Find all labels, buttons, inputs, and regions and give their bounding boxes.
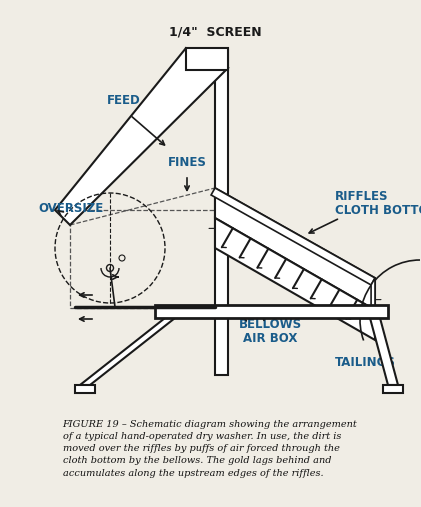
Text: FEED: FEED (107, 93, 141, 106)
Polygon shape (215, 50, 228, 375)
Text: FIGURE 19 – Schematic diagram showing the arrangement
of a typical hand-operated: FIGURE 19 – Schematic diagram showing th… (63, 420, 357, 478)
Polygon shape (215, 218, 375, 340)
Polygon shape (75, 385, 95, 393)
Polygon shape (370, 318, 398, 385)
Text: CLOTH BOTTOM: CLOTH BOTTOM (335, 203, 421, 216)
Text: FINES: FINES (168, 157, 206, 169)
Polygon shape (186, 48, 228, 70)
Text: TAILINGS: TAILINGS (335, 356, 395, 370)
Polygon shape (155, 305, 388, 318)
Polygon shape (55, 48, 228, 225)
Polygon shape (211, 188, 375, 285)
Text: BELLOWS: BELLOWS (238, 318, 301, 332)
Text: RIFFLES: RIFFLES (335, 190, 389, 202)
Polygon shape (80, 318, 175, 385)
Polygon shape (371, 278, 375, 317)
Text: AIR BOX: AIR BOX (243, 333, 297, 345)
Text: 1/4"  SCREEN: 1/4" SCREEN (169, 25, 261, 39)
Polygon shape (383, 385, 403, 393)
Polygon shape (215, 188, 375, 310)
Text: OVERSIZE: OVERSIZE (38, 201, 103, 214)
